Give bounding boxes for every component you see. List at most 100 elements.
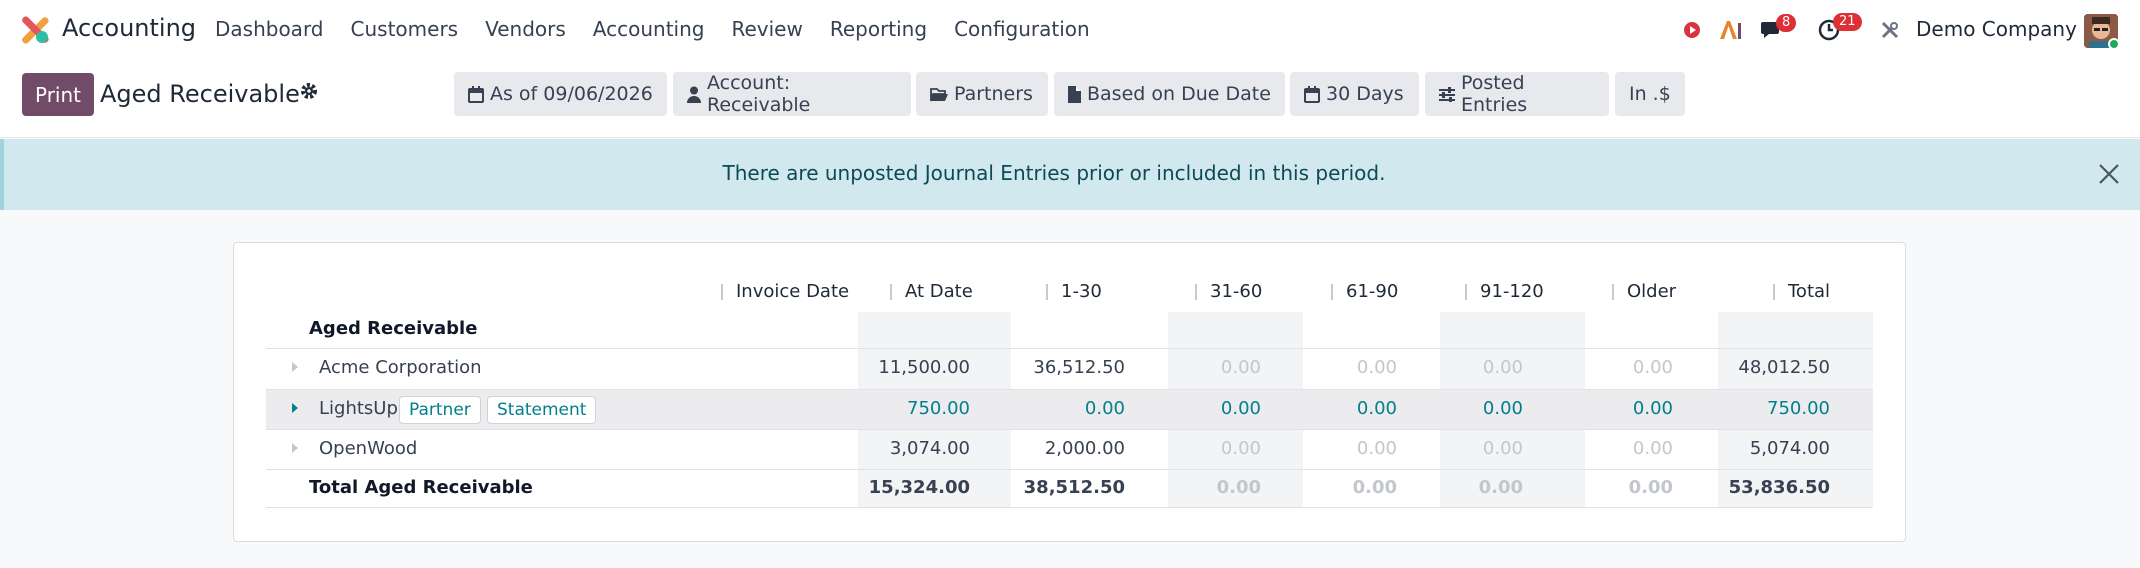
- top-navbar: Accounting Dashboard Customers Vendors A…: [0, 0, 2140, 58]
- total-61-90: 0.00: [1352, 477, 1397, 498]
- cell-at-date[interactable]: 11,500.00: [878, 357, 970, 378]
- menu-item-customers[interactable]: Customers: [350, 17, 459, 41]
- col-header-label: Total: [1788, 281, 1831, 302]
- col-header-1-30[interactable]: 1-30: [1043, 281, 1102, 302]
- control-panel: Print Aged Receivable As of 09/06/2026 A…: [0, 58, 2140, 138]
- sort-handle-icon: [1331, 283, 1333, 300]
- cell-1-30[interactable]: 36,512.50: [1033, 357, 1125, 378]
- col-header-91-120[interactable]: 91-120: [1462, 281, 1544, 302]
- row-divider: [266, 507, 1873, 508]
- total-row-label: Total Aged Receivable: [309, 477, 533, 498]
- print-button[interactable]: Print: [22, 73, 94, 116]
- row-divider: [266, 389, 1873, 390]
- cell-31-60[interactable]: 0.00: [1220, 398, 1261, 419]
- app-logo-icon[interactable]: [20, 15, 50, 45]
- cell-older[interactable]: 0.00: [1632, 398, 1673, 419]
- col-header-invoice-date[interactable]: Invoice Date: [718, 281, 849, 302]
- total-total: 53,836.50: [1728, 477, 1830, 498]
- messages-icon[interactable]: [1760, 20, 1784, 42]
- app-name[interactable]: Accounting: [62, 14, 197, 42]
- cell-1-30[interactable]: 2,000.00: [1044, 438, 1125, 459]
- col-header-label: At Date: [905, 281, 973, 302]
- cell-total: 48,012.50: [1738, 357, 1830, 378]
- activities-badge: 21: [1833, 13, 1862, 31]
- total-91-120: 0.00: [1478, 477, 1523, 498]
- expand-caret-icon[interactable]: [292, 403, 298, 413]
- unposted-entries-alert: There are unposted Journal Entries prior…: [0, 139, 2140, 210]
- cell-91-120: 0.00: [1482, 357, 1523, 378]
- sort-handle-icon: [1195, 283, 1197, 300]
- page-title: Aged Receivable: [100, 80, 300, 108]
- col-header-label: 61-90: [1346, 281, 1399, 302]
- row-divider: [266, 348, 1873, 349]
- basis-filter-label: Based on Due Date: [1087, 83, 1271, 105]
- expand-caret-icon[interactable]: [292, 362, 298, 372]
- record-icon[interactable]: [1683, 21, 1701, 39]
- entries-filter-button[interactable]: Posted Entries: [1425, 72, 1609, 116]
- cell-at-date[interactable]: 3,074.00: [889, 438, 970, 459]
- tools-icon[interactable]: [1880, 20, 1900, 40]
- total-older: 0.00: [1628, 477, 1673, 498]
- user-status-dot: [2108, 38, 2120, 50]
- sliders-icon: [1439, 86, 1455, 102]
- cell-61-90: 0.00: [1356, 438, 1397, 459]
- account-filter-button[interactable]: Account: Receivable: [673, 72, 911, 116]
- cell-total[interactable]: 750.00: [1767, 398, 1830, 419]
- close-icon[interactable]: [2098, 163, 2120, 185]
- menu-item-vendors[interactable]: Vendors: [485, 17, 566, 41]
- sort-handle-icon: [1773, 283, 1775, 300]
- folder-open-icon: [930, 87, 948, 101]
- cell-older: 0.00: [1632, 438, 1673, 459]
- period-filter-button[interactable]: 30 Days: [1290, 72, 1419, 116]
- user-avatar[interactable]: [2084, 14, 2118, 48]
- gear-icon[interactable]: [300, 82, 318, 100]
- cell-at-date[interactable]: 750.00: [907, 398, 970, 419]
- basis-filter-button[interactable]: Based on Due Date: [1054, 72, 1285, 116]
- cell-61-90: 0.00: [1356, 357, 1397, 378]
- statement-tag-button[interactable]: Statement: [487, 396, 597, 424]
- menu-item-review[interactable]: Review: [731, 17, 803, 41]
- file-icon: [1068, 85, 1081, 103]
- col-header-61-90[interactable]: 61-90: [1328, 281, 1398, 302]
- menu-item-configuration[interactable]: Configuration: [954, 17, 1090, 41]
- menu-item-dashboard[interactable]: Dashboard: [215, 17, 324, 41]
- sort-handle-icon: [890, 283, 892, 300]
- sort-handle-icon: [721, 283, 723, 300]
- col-header-label: Older: [1627, 281, 1677, 302]
- partner-tag-button[interactable]: Partner: [399, 396, 481, 424]
- currency-filter-button[interactable]: In .$: [1615, 72, 1685, 116]
- account-filter-label: Account: Receivable: [707, 72, 811, 116]
- sort-handle-icon: [1612, 283, 1614, 300]
- partner-name-lightsup[interactable]: LightsUp: [319, 398, 398, 419]
- cell-total: 5,074.00: [1749, 438, 1830, 459]
- avatar-face-icon: [2084, 14, 2118, 48]
- col-header-31-60[interactable]: 31-60: [1192, 281, 1262, 302]
- partners-filter-button[interactable]: Partners: [916, 72, 1048, 116]
- company-switcher[interactable]: Demo Company: [1916, 17, 2077, 41]
- menu-item-reporting[interactable]: Reporting: [829, 17, 928, 41]
- cell-91-120[interactable]: 0.00: [1482, 398, 1523, 419]
- col-header-label: 31-60: [1210, 281, 1263, 302]
- cell-older: 0.00: [1632, 357, 1673, 378]
- ai-icon[interactable]: [1718, 19, 1742, 41]
- partners-filter-label: Partners: [954, 83, 1033, 105]
- partner-name-openwood[interactable]: OpenWood: [319, 438, 418, 459]
- cell-1-30[interactable]: 0.00: [1084, 398, 1125, 419]
- sort-handle-icon: [1046, 283, 1048, 300]
- total-1-30: 38,512.50: [1023, 477, 1125, 498]
- menu-item-accounting[interactable]: Accounting: [592, 17, 705, 41]
- col-header-at-date[interactable]: At Date: [887, 281, 973, 302]
- col-header-label: 91-120: [1480, 281, 1544, 302]
- col-header-older[interactable]: Older: [1609, 281, 1676, 302]
- messages-badge: 8: [1776, 14, 1797, 32]
- date-filter-button[interactable]: As of 09/06/2026: [454, 72, 667, 116]
- expand-caret-icon[interactable]: [292, 443, 298, 453]
- partner-name-acme[interactable]: Acme Corporation: [319, 357, 482, 378]
- sort-handle-icon: [1465, 283, 1467, 300]
- col-header-total[interactable]: Total: [1770, 281, 1830, 302]
- alert-message: There are unposted Journal Entries prior…: [722, 161, 1386, 185]
- cell-91-120: 0.00: [1482, 438, 1523, 459]
- cell-61-90[interactable]: 0.00: [1356, 398, 1397, 419]
- user-icon: [687, 86, 701, 103]
- calendar-icon: [468, 85, 484, 103]
